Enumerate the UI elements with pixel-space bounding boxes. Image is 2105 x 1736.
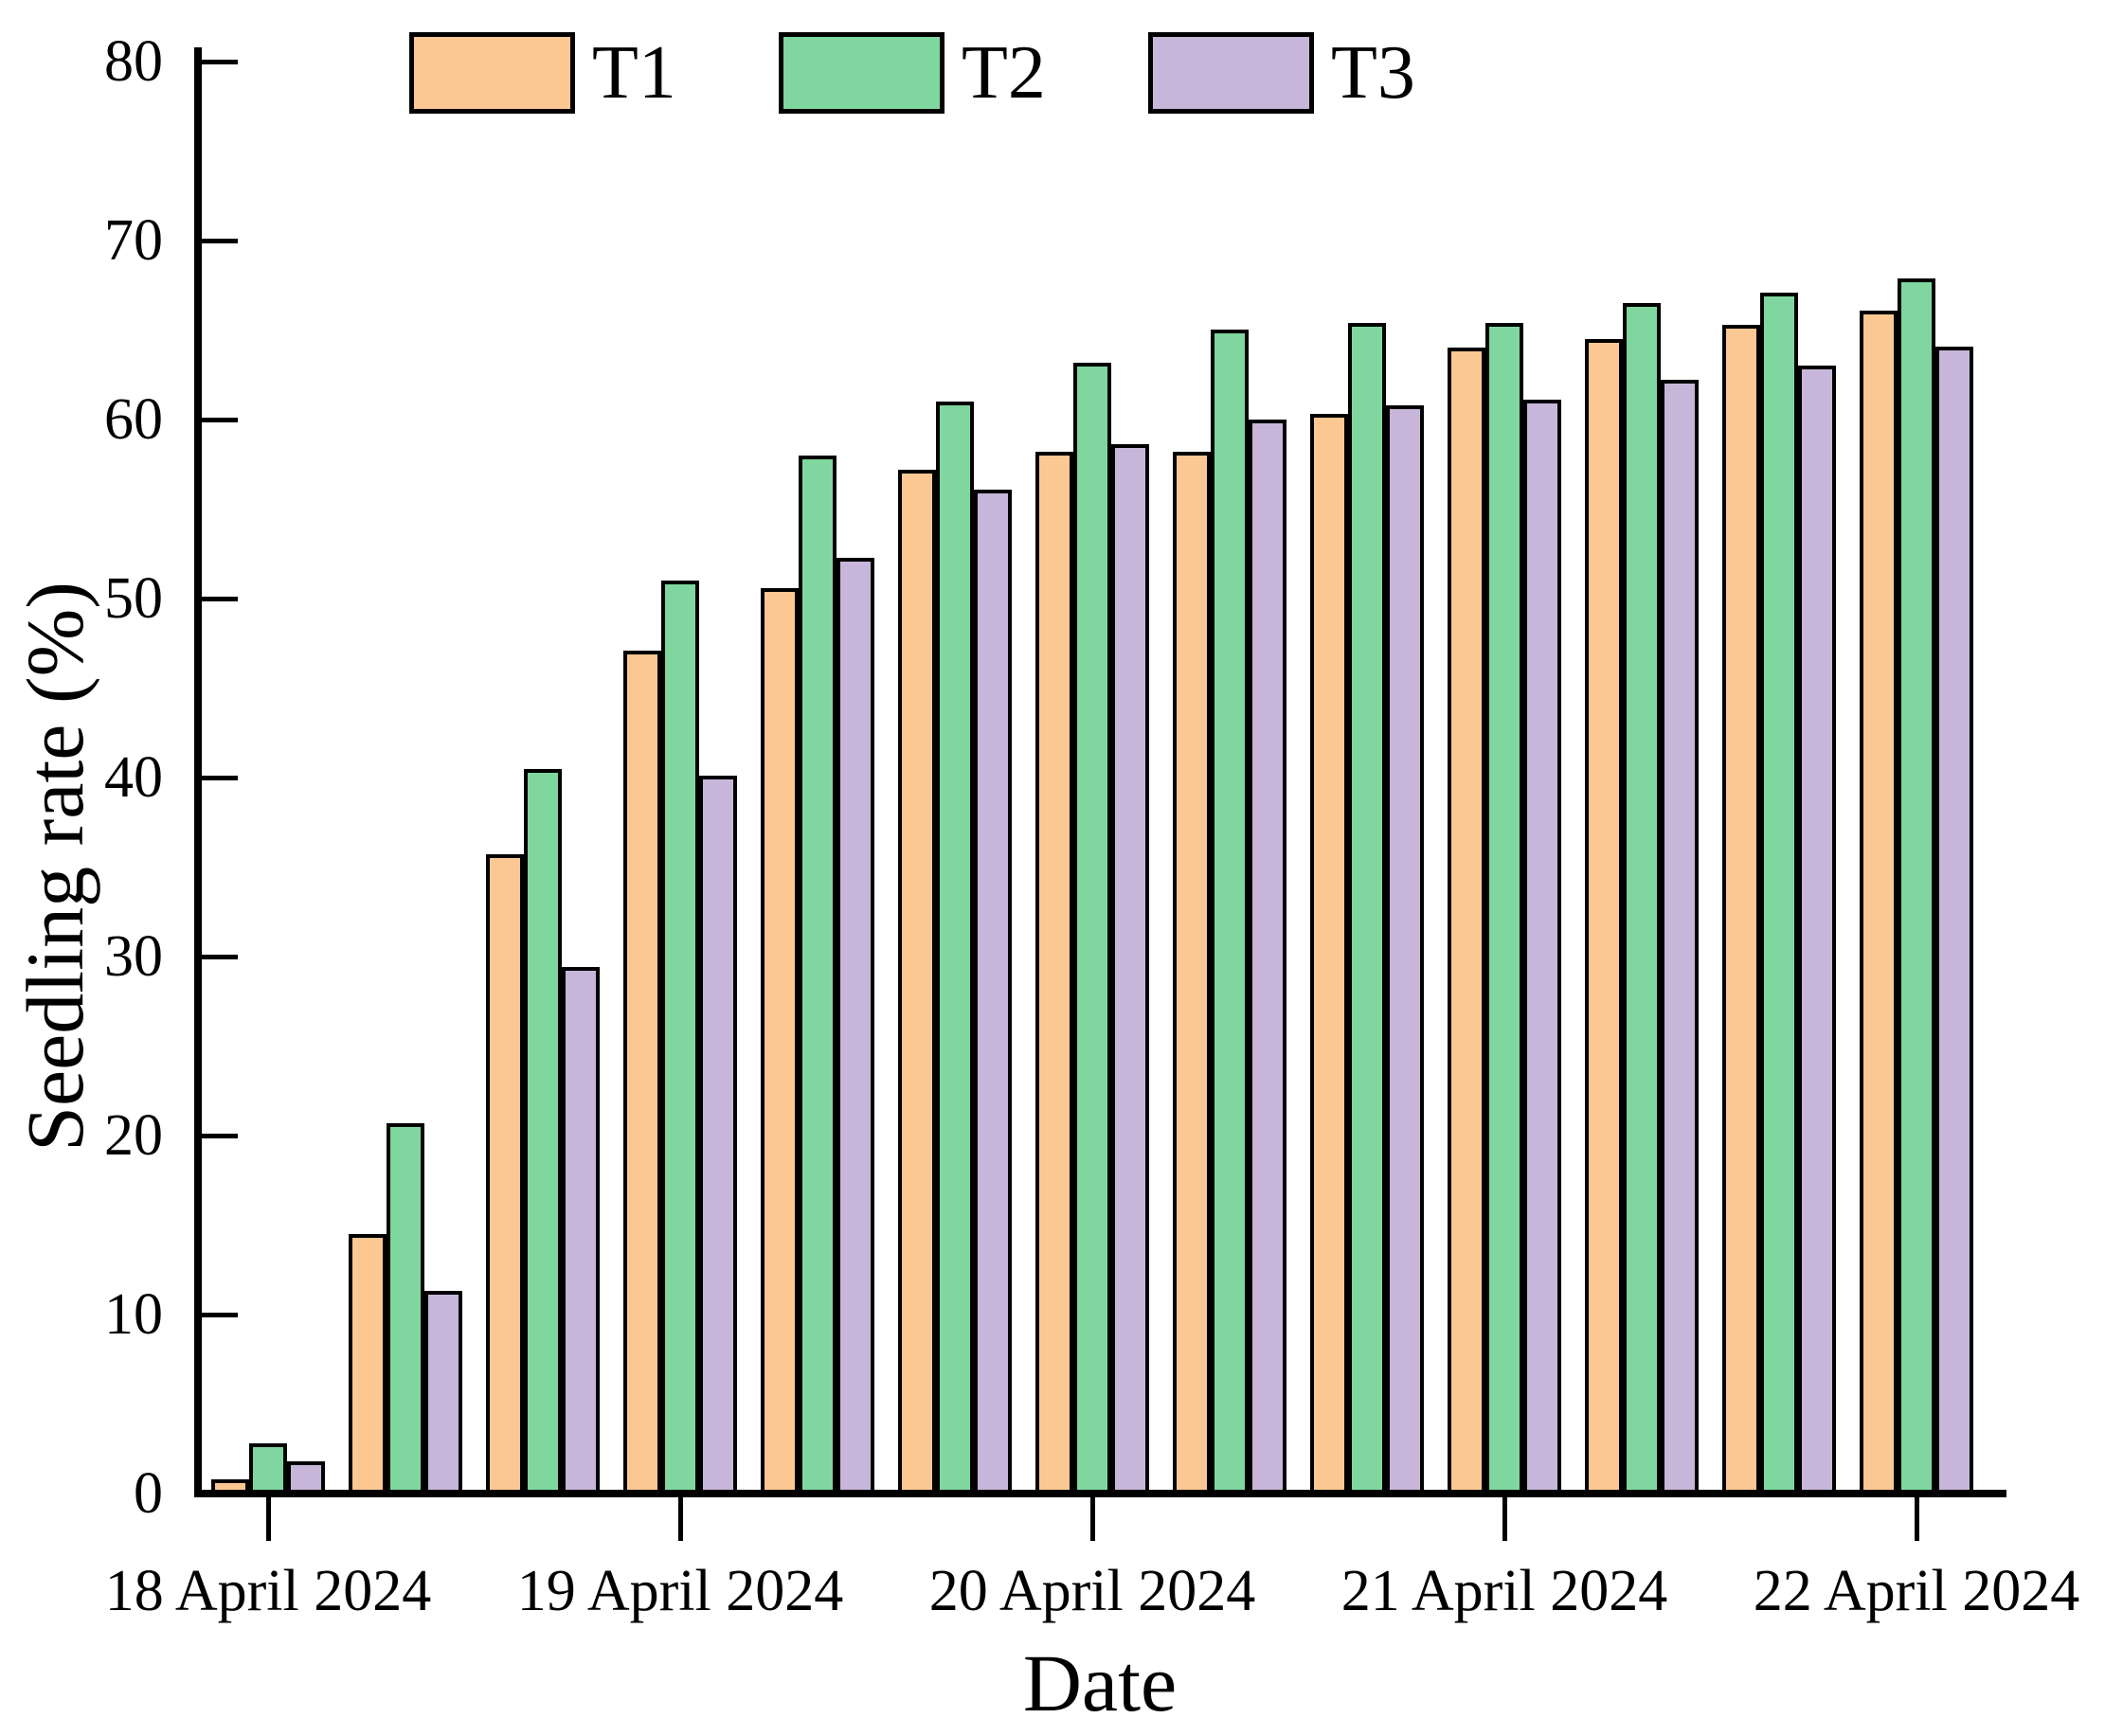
legend-item-t1: T1 (409, 32, 676, 114)
bar-t2-group8 (1211, 330, 1249, 1494)
bar-t2-group7 (1073, 363, 1111, 1494)
bar-t2-group5 (799, 456, 837, 1494)
x-tick-label-6: 20 April 2024 (928, 1559, 1256, 1623)
x-tick-label-3: 19 April 2024 (516, 1559, 844, 1623)
y-tick-label-40: 40 (104, 745, 163, 810)
bar-t3-group1 (287, 1461, 325, 1494)
x-tick-3 (677, 1497, 683, 1541)
x-tick-9 (1502, 1497, 1507, 1541)
bar-t1-group6 (898, 470, 936, 1494)
y-tick-20 (202, 1133, 238, 1138)
bar-t1-group4 (623, 651, 661, 1494)
bar-t2-group2 (387, 1123, 424, 1494)
bar-t3-group12 (1798, 366, 1836, 1494)
bar-t3-group3 (562, 967, 600, 1494)
bar-t3-group2 (424, 1291, 462, 1494)
legend-label-t1: T1 (592, 31, 676, 115)
bar-t2-group9 (1348, 323, 1386, 1494)
legend-item-t2: T2 (779, 32, 1046, 114)
bar-t3-group6 (974, 490, 1012, 1494)
legend-swatch-t1 (409, 32, 575, 114)
y-axis-line (194, 47, 202, 1497)
legend-swatch-t3 (1148, 32, 1314, 114)
bar-t1-group9 (1310, 414, 1348, 1494)
x-tick-6 (1089, 1497, 1095, 1541)
bar-t3-group5 (837, 558, 874, 1494)
bar-t1-group2 (349, 1234, 387, 1494)
y-tick-10 (202, 1312, 238, 1317)
bar-t1-group7 (1035, 452, 1073, 1494)
bar-t2-group6 (936, 402, 974, 1494)
y-tick-30 (202, 954, 238, 959)
legend-item-t3: T3 (1148, 32, 1415, 114)
bar-t3-group11 (1661, 380, 1699, 1494)
y-tick-80 (202, 59, 238, 64)
y-tick-label-60: 60 (104, 387, 163, 452)
bar-t2-group10 (1485, 323, 1523, 1494)
bar-t3-group7 (1111, 444, 1149, 1494)
legend-swatch-t2 (779, 32, 945, 114)
x-tick-label-12: 22 April 2024 (1753, 1559, 2080, 1623)
x-axis-line (194, 1490, 2006, 1497)
y-tick-label-20: 20 (104, 1103, 163, 1168)
y-tick-label-70: 70 (104, 208, 163, 273)
bar-t3-group13 (1935, 347, 1973, 1494)
y-tick-50 (202, 596, 238, 601)
bar-t2-group1 (249, 1443, 287, 1494)
y-tick-label-0: 0 (134, 1461, 163, 1526)
bar-t1-group5 (761, 588, 799, 1494)
bar-t3-group10 (1523, 400, 1561, 1494)
x-tick-12 (1914, 1497, 1919, 1541)
bar-t1-group11 (1585, 339, 1623, 1494)
x-tick-label-9: 21 April 2024 (1340, 1559, 1668, 1623)
y-axis-title: Seedling rate (%) (9, 582, 100, 1152)
bar-t2-group11 (1623, 303, 1661, 1494)
y-tick-40 (202, 775, 238, 780)
y-tick-70 (202, 238, 238, 243)
bar-t2-group13 (1898, 278, 1935, 1494)
bar-t2-group4 (661, 581, 699, 1494)
legend-label-t2: T2 (962, 31, 1046, 115)
y-tick-label-10: 10 (104, 1282, 163, 1347)
bar-t2-group12 (1760, 293, 1798, 1494)
bar-t1-group8 (1173, 452, 1211, 1494)
y-tick-label-30: 30 (104, 924, 163, 989)
x-tick-0 (265, 1497, 271, 1541)
x-axis-title: Date (1022, 1638, 1178, 1728)
bar-t1-group12 (1722, 325, 1760, 1494)
y-tick-label-50: 50 (104, 566, 163, 631)
x-tick-label-0: 18 April 2024 (104, 1559, 432, 1623)
bar-t3-group8 (1249, 420, 1286, 1494)
bar-t1-group13 (1860, 311, 1898, 1494)
bar-t3-group9 (1386, 405, 1424, 1494)
y-tick-60 (202, 417, 238, 422)
y-tick-label-80: 80 (104, 29, 163, 94)
bar-t3-group4 (699, 776, 737, 1494)
legend-label-t3: T3 (1331, 31, 1415, 115)
bar-t2-group3 (524, 769, 562, 1494)
bar-t1-group10 (1448, 348, 1485, 1494)
bar-t1-group3 (486, 854, 524, 1494)
